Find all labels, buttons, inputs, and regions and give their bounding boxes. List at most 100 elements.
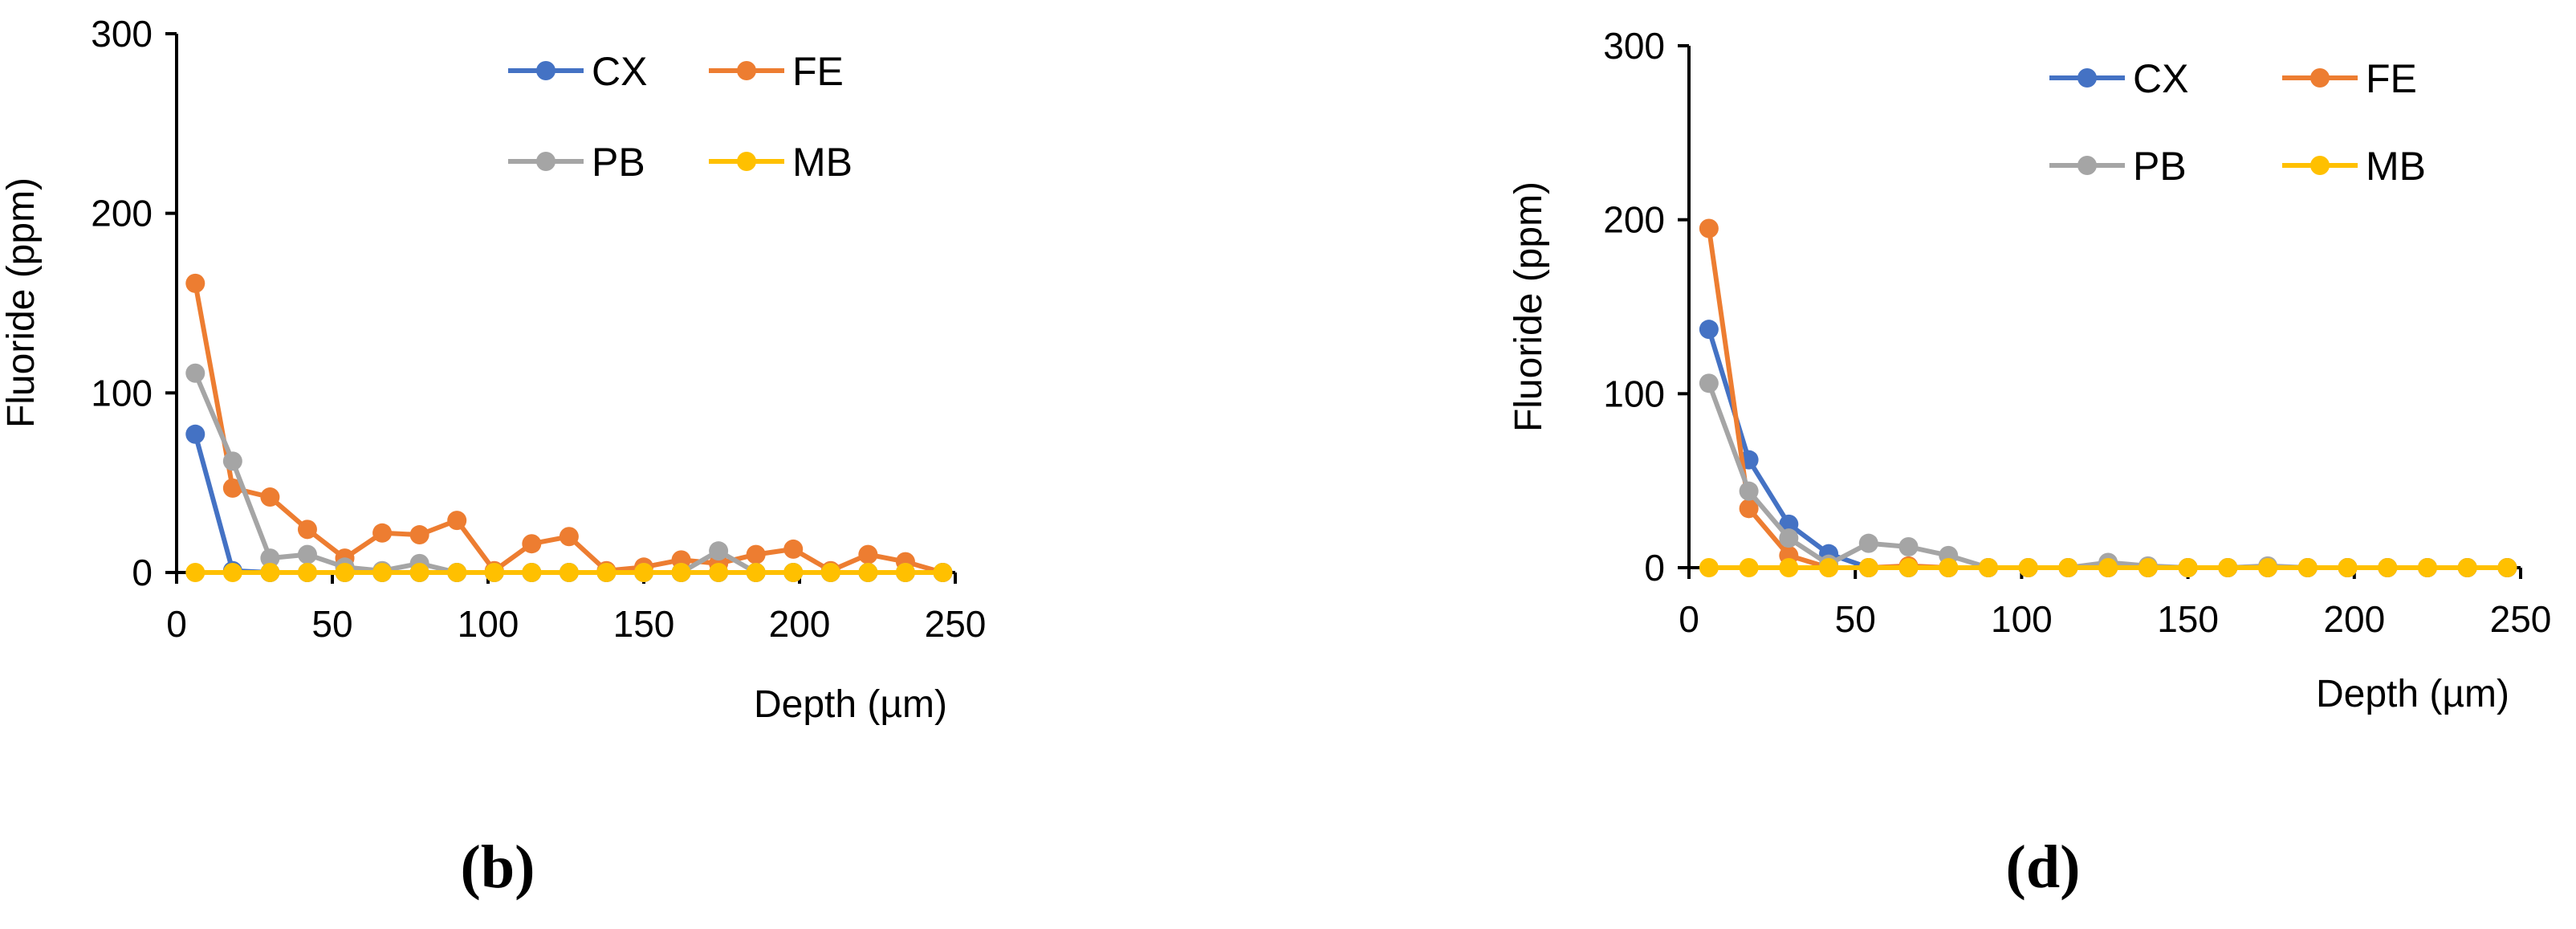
data-point-mb <box>297 563 317 582</box>
x-tick-label: 250 <box>2490 598 2552 640</box>
data-point-mb <box>596 563 617 582</box>
legend-item-cx: CX <box>2049 56 2188 101</box>
data-point-pb <box>1739 481 1759 501</box>
data-point-mb <box>447 563 467 582</box>
data-point-mb <box>260 563 280 582</box>
data-point-mb <box>634 563 653 582</box>
y-axis-title: Fluoride (ppm) <box>0 177 43 428</box>
data-point-mb <box>409 563 429 582</box>
legend-swatch-marker <box>2077 68 2097 88</box>
data-point-pb <box>260 548 280 568</box>
data-point-fe <box>1739 499 1759 519</box>
panel-label: (d) <box>2006 833 2081 901</box>
data-point-mb <box>185 563 206 582</box>
legend-label: FE <box>2366 56 2417 101</box>
data-point-mb <box>2297 558 2318 577</box>
legend-item-fe: FE <box>709 49 844 94</box>
data-point-fe <box>1699 218 1719 238</box>
data-point-mb <box>1819 558 1839 577</box>
data-point-mb <box>820 563 840 582</box>
data-point-mb <box>746 563 766 582</box>
series-fe <box>185 273 953 582</box>
y-tick-label: 200 <box>91 193 153 234</box>
legend-label: PB <box>2133 144 2187 189</box>
data-point-mb <box>372 563 393 582</box>
legend-label: CX <box>592 49 647 94</box>
data-point-pb <box>1699 373 1719 393</box>
series-mb <box>1699 558 2517 577</box>
data-point-fe <box>746 544 766 564</box>
data-point-mb <box>895 563 915 582</box>
data-point-mb <box>222 563 242 582</box>
data-point-fe <box>222 478 242 498</box>
x-tick-label: 250 <box>925 603 987 645</box>
x-tick-label: 0 <box>1679 598 1699 640</box>
y-tick-label: 300 <box>1603 25 1665 67</box>
data-point-mb <box>2338 558 2358 577</box>
data-point-cx <box>1699 320 1719 340</box>
legend-item-cx: CX <box>508 49 647 94</box>
legend-swatch-marker <box>737 61 756 80</box>
series-mb <box>185 563 953 582</box>
x-axis-title: Depth (µm) <box>2316 673 2509 715</box>
series-cx <box>1699 320 2517 577</box>
data-point-pb <box>1779 528 1799 548</box>
x-tick-label: 150 <box>613 603 675 645</box>
data-point-mb <box>671 563 691 582</box>
legend-swatch-marker <box>737 152 756 171</box>
legend: CX FE PB MB <box>2049 56 2426 189</box>
data-point-pb <box>1858 533 1878 553</box>
x-tick-label: 50 <box>311 603 352 645</box>
data-point-mb <box>1779 558 1799 577</box>
data-point-pb <box>709 541 729 561</box>
data-point-mb <box>783 563 804 582</box>
x-tick-label: 100 <box>458 603 519 645</box>
data-point-pb <box>297 544 317 564</box>
legend: CX FE PB MB <box>508 49 853 185</box>
data-point-mb <box>2218 558 2238 577</box>
data-point-pb <box>1898 537 1919 556</box>
data-point-pb <box>222 451 242 471</box>
series-pb <box>185 363 953 582</box>
data-point-mb <box>1939 558 1959 577</box>
x-tick-label: 150 <box>2157 598 2219 640</box>
legend-swatch-marker <box>2310 68 2330 88</box>
data-point-fe <box>297 520 317 540</box>
legend-swatch-marker <box>2310 156 2330 175</box>
data-point-fe <box>260 487 280 507</box>
data-point-mb <box>2058 558 2078 577</box>
data-point-cx <box>185 424 206 444</box>
legend-swatch-marker <box>536 152 555 171</box>
data-point-mb <box>2138 558 2158 577</box>
legend-swatch-marker <box>2077 156 2097 175</box>
data-point-mb <box>2018 558 2038 577</box>
data-point-fe <box>372 523 393 543</box>
y-tick-label: 100 <box>91 372 153 414</box>
data-point-mb <box>1978 558 1998 577</box>
x-tick-label: 200 <box>2323 598 2385 640</box>
series-line-fe <box>1706 228 2508 570</box>
data-point-mb <box>1858 558 1878 577</box>
data-point-mb <box>2457 558 2477 577</box>
data-point-mb <box>1699 558 1719 577</box>
y-tick-label: 100 <box>1603 373 1665 414</box>
legend-item-pb: PB <box>508 140 645 185</box>
x-tick-label: 200 <box>769 603 831 645</box>
series-line-cx <box>1707 328 2508 570</box>
data-point-fe <box>185 273 206 293</box>
series-fe <box>1699 218 2517 577</box>
data-point-pb <box>185 363 206 383</box>
x-tick-label: 50 <box>1835 598 1876 640</box>
data-point-mb <box>933 563 953 582</box>
chart-panel-1: 0 100 200 300 0 50 100 150 200 250 Depth (µm) Fluor… <box>0 13 986 901</box>
y-tick-label: 0 <box>1644 547 1665 589</box>
series-line-pb <box>1707 382 2508 570</box>
data-point-mb <box>2417 558 2437 577</box>
data-point-fe <box>409 525 429 545</box>
legend-item-mb: MB <box>2282 144 2426 189</box>
legend-label: MB <box>792 140 853 185</box>
data-point-mb <box>522 563 542 582</box>
data-point-fe <box>559 527 579 547</box>
panel-label: (b) <box>461 833 535 901</box>
